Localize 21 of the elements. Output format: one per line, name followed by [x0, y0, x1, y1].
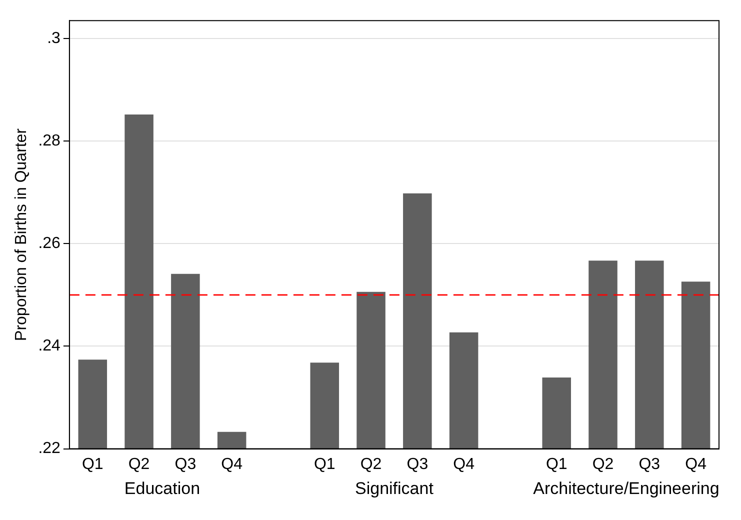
x-tick-label: Q3: [406, 456, 428, 473]
y-tick-label: .28: [38, 132, 61, 150]
x-tick-label: Q4: [453, 456, 475, 473]
x-tick-label: Q4: [221, 456, 243, 473]
y-axis-title: Proportion of Births in Quarter: [13, 128, 30, 341]
text: Significant: [355, 478, 434, 498]
y-tick-label: .26: [38, 235, 61, 252]
y-tick-label: .22: [38, 440, 61, 458]
x-tick-label: Q2: [360, 456, 382, 473]
x-tick-label: Q3: [638, 456, 660, 473]
text: Architecture/Engineering: [533, 478, 720, 498]
x-tick-label: Q2: [128, 456, 150, 473]
text: Education: [124, 478, 200, 498]
x-tick-label: Q4: [685, 456, 707, 473]
x-tick-label: Q1: [546, 456, 568, 473]
x-tick-label: Q1: [82, 456, 104, 473]
x-tick-label: Q2: [592, 456, 614, 473]
y-tick-label: .3: [47, 30, 61, 47]
x-tick-label: Q3: [174, 456, 196, 473]
y-tick-label: .24: [38, 338, 61, 355]
x-tick-label: Q1: [314, 456, 336, 473]
